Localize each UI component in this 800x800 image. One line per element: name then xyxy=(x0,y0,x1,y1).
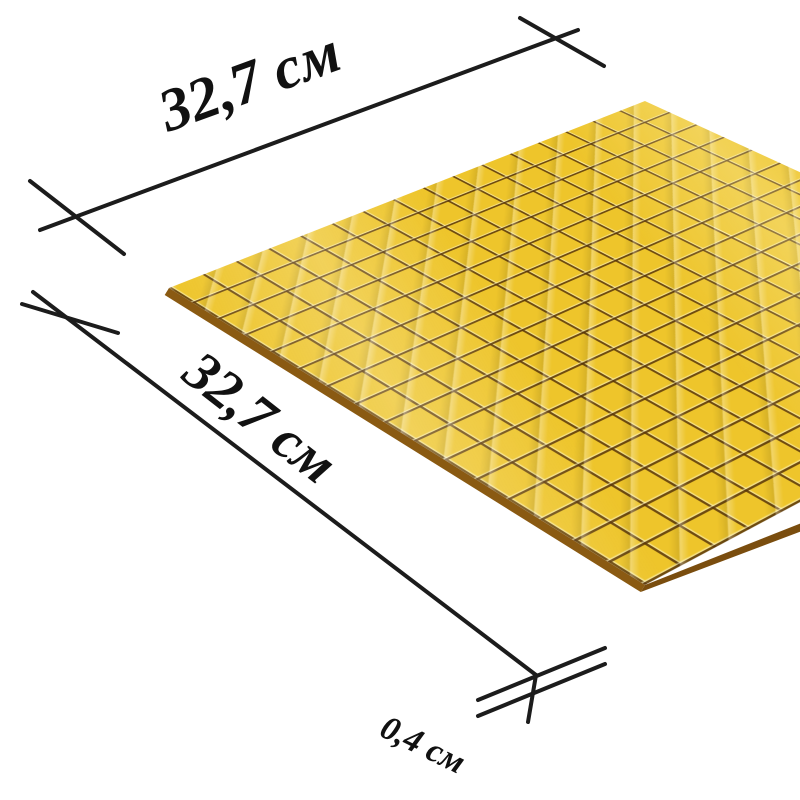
svg-text:0,4 см: 0,4 см xyxy=(374,709,471,781)
